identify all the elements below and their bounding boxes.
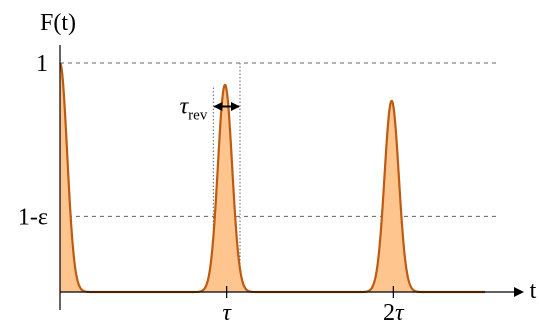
x-tick-label-0: τ (222, 300, 232, 326)
axes-layer (59, 45, 524, 310)
x-tick-label-1: 2τ (383, 300, 405, 326)
series-area-fill (60, 63, 485, 292)
x-axis-label: t (530, 278, 537, 304)
y-tick-label-0: 1 (36, 51, 48, 77)
y-tick-label-1: 1-ε (18, 204, 48, 230)
y-axis-label: F(t) (40, 10, 76, 36)
series-layer (59, 62, 486, 294)
labels-layer: F(t) t 1 1-ε τ 2τ τrev (18, 10, 537, 326)
series-line (59, 62, 486, 294)
width-arrow-label: τrev (180, 94, 208, 124)
guide-lines (60, 62, 500, 292)
